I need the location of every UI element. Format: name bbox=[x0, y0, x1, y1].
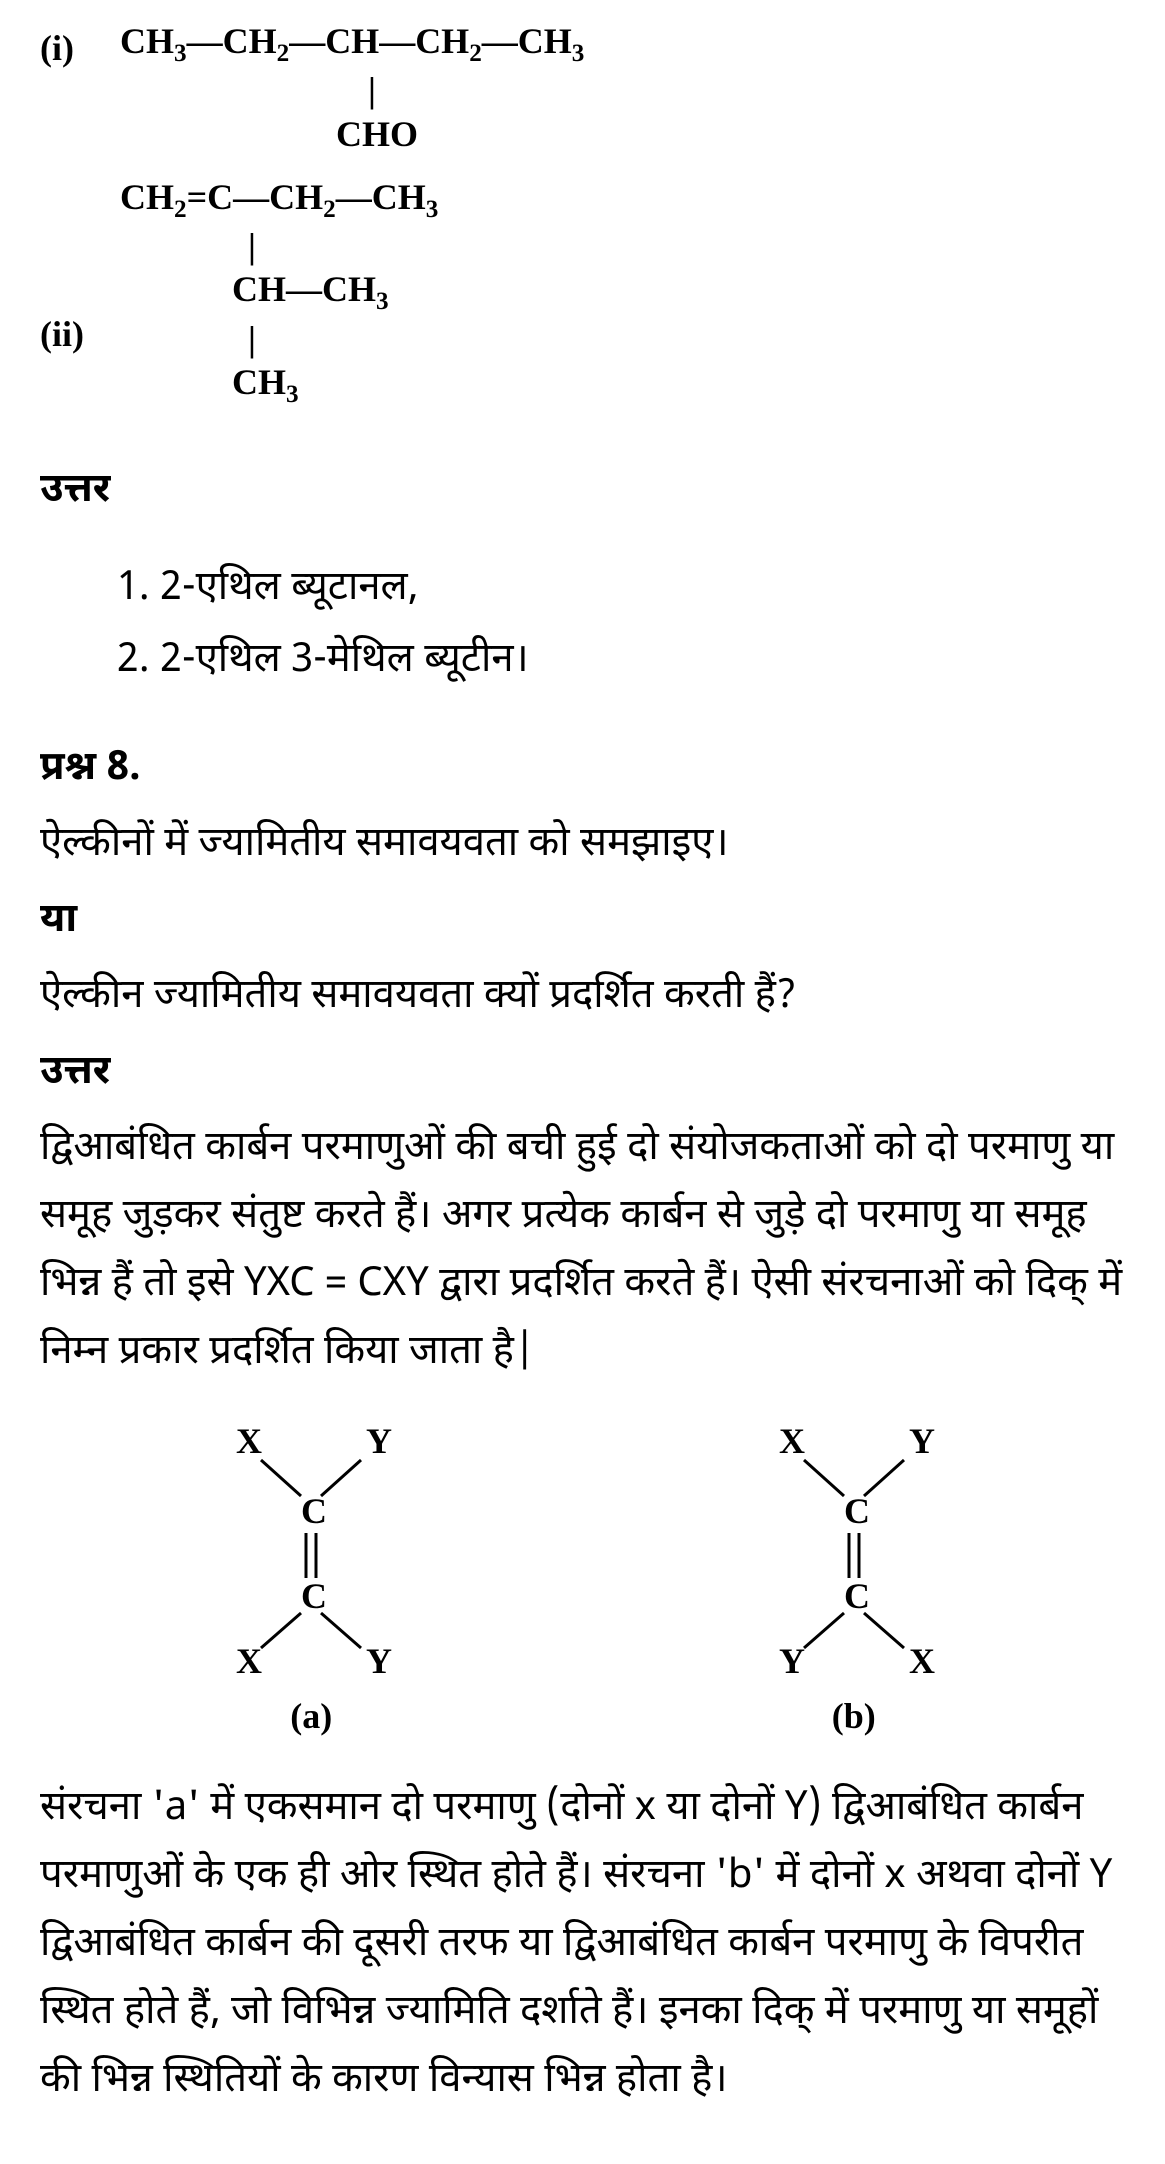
structure-2-branch-2: CH3 bbox=[120, 361, 438, 410]
answer-heading-1: उत्तर bbox=[40, 460, 1125, 524]
isomer-a-line-tr bbox=[321, 1460, 361, 1496]
isomer-a-bot-right: Y bbox=[366, 1641, 392, 1678]
structure-2-branch-1: CH—CH3 bbox=[120, 268, 438, 317]
question-text-2: ऐल्कीन ज्यामितीय समावयवता क्यों प्रदर्शि… bbox=[40, 964, 1125, 1032]
question-or: या bbox=[40, 888, 1125, 956]
structure-1-bond: | bbox=[120, 69, 584, 112]
isomer-b-label: (b) bbox=[832, 1688, 876, 1746]
structure-1-main-chain: CH3—CH2—CH—CH2—CH3 bbox=[120, 20, 584, 69]
answer-paragraph-2: संरचना 'a' में एकसमान दो परमाणु (दोनों x… bbox=[40, 1776, 1125, 2116]
isomer-diagrams: X Y C C X Y (a) X Y C C Y X bbox=[40, 1418, 1125, 1746]
isomer-a-line-br bbox=[321, 1613, 361, 1648]
isomer-b: X Y C C Y X (b) bbox=[744, 1418, 964, 1746]
structure-2-formula: CH2=C—CH2—CH3 | CH—CH3 | CH3 bbox=[120, 176, 438, 411]
isomer-b-bot-right: X bbox=[909, 1641, 935, 1678]
chemical-structure-1: (i) CH3—CH2—CH—CH2—CH3 | CHO bbox=[40, 20, 1125, 166]
isomer-a-svg: X Y C C X Y bbox=[201, 1418, 421, 1678]
isomer-a-top-right: Y bbox=[366, 1421, 392, 1461]
structure-1-label: (i) bbox=[40, 20, 120, 78]
isomer-a-c-top: C bbox=[301, 1491, 327, 1531]
isomer-b-line-tl bbox=[804, 1460, 844, 1496]
isomer-b-line-bl bbox=[804, 1613, 844, 1648]
isomer-b-line-br bbox=[864, 1613, 904, 1648]
isomer-b-top-right: Y bbox=[909, 1421, 935, 1461]
answer-item-2: 2-एथिल 3-मेथिल ब्यूटीन। bbox=[160, 626, 1125, 698]
answer-item-1: 2-एथिल ब्यूटानल, bbox=[160, 554, 1125, 626]
isomer-b-c-top: C bbox=[844, 1491, 870, 1531]
isomer-a-line-tl bbox=[261, 1460, 301, 1496]
answer-paragraph-1: द्विआबंधित कार्बन परमाणुओं की बची हुई दो… bbox=[40, 1116, 1125, 1388]
isomer-b-svg: X Y C C Y X bbox=[744, 1418, 964, 1678]
structure-1-formula: CH3—CH2—CH—CH2—CH3 | CHO bbox=[120, 20, 584, 156]
structure-1-branch: CHO bbox=[120, 113, 584, 156]
question-text-1: ऐल्कीनों में ज्यामितीय समावयवता को समझाइ… bbox=[40, 812, 1125, 880]
isomer-a-label: (a) bbox=[290, 1688, 332, 1746]
isomer-a-line-bl bbox=[261, 1613, 301, 1648]
structure-2-bond-2: | bbox=[120, 318, 438, 361]
isomer-a-c-bot: C bbox=[301, 1576, 327, 1616]
structure-2-bond-1: | bbox=[120, 225, 438, 268]
structure-2-main-chain: CH2=C—CH2—CH3 bbox=[120, 176, 438, 225]
isomer-b-top-left: X bbox=[779, 1421, 805, 1461]
isomer-b-line-tr bbox=[864, 1460, 904, 1496]
isomer-b-c-bot: C bbox=[844, 1576, 870, 1616]
isomer-b-bot-left: Y bbox=[779, 1641, 805, 1678]
answer-heading-2: उत्तर bbox=[40, 1040, 1125, 1108]
isomer-a-top-left: X bbox=[236, 1421, 262, 1461]
question-number: प्रश्न 8. bbox=[40, 738, 1125, 802]
chemical-structure-2: (ii) CH2=C—CH2—CH3 | CH—CH3 | CH3 bbox=[40, 176, 1125, 421]
isomer-a: X Y C C X Y (a) bbox=[201, 1418, 421, 1746]
structure-2-label: (ii) bbox=[40, 176, 120, 364]
isomer-a-bot-left: X bbox=[236, 1641, 262, 1678]
answer-list: 2-एथिल ब्यूटानल, 2-एथिल 3-मेथिल ब्यूटीन। bbox=[160, 554, 1125, 698]
